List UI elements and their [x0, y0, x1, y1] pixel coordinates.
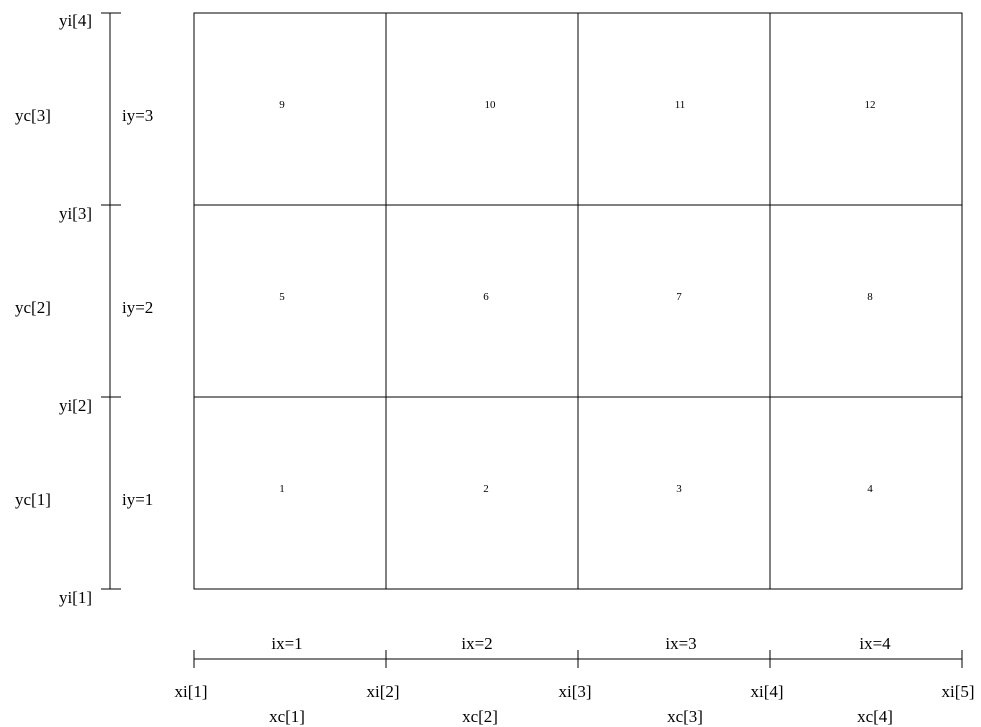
- y-interface-label: yi[3]: [59, 204, 92, 223]
- cell-number: 5: [279, 291, 285, 303]
- x-index-label: ix=3: [665, 634, 696, 653]
- y-center-label: yc[1]: [15, 490, 51, 509]
- y-interface-label: yi[1]: [59, 588, 92, 607]
- x-interface-label: xi[3]: [558, 682, 591, 701]
- x-interface-label: xi[1]: [174, 682, 207, 701]
- x-index-label: ix=4: [859, 634, 891, 653]
- cell-number: 11: [675, 99, 686, 111]
- x-center-label: xc[4]: [857, 707, 893, 726]
- cell-number: 3: [676, 483, 682, 495]
- cell-number: 1: [279, 483, 285, 495]
- cell-number: 6: [483, 291, 489, 303]
- x-index-label: ix=2: [461, 634, 492, 653]
- x-center-label: xc[3]: [667, 707, 703, 726]
- cell-number: 2: [483, 483, 489, 495]
- y-index-label: iy=1: [122, 490, 153, 509]
- y-index-label: iy=2: [122, 298, 153, 317]
- x-interface-label: xi[2]: [366, 682, 399, 701]
- cell-number: 12: [865, 99, 876, 111]
- x-center-label: xc[1]: [269, 707, 305, 726]
- y-interface-label: yi[2]: [59, 396, 92, 415]
- cell-number: 7: [676, 291, 682, 303]
- cell-number: 10: [485, 99, 497, 111]
- cell-number: 8: [867, 291, 873, 303]
- y-center-label: yc[2]: [15, 298, 51, 317]
- x-index-label: ix=1: [271, 634, 302, 653]
- y-interface-label: yi[4]: [59, 11, 92, 30]
- y-center-label: yc[3]: [15, 106, 51, 125]
- x-center-label: xc[2]: [462, 707, 498, 726]
- x-interface-label: xi[4]: [750, 682, 783, 701]
- x-interface-label: xi[5]: [941, 682, 974, 701]
- y-index-label: iy=3: [122, 106, 153, 125]
- cell-number: 9: [279, 99, 285, 111]
- cell-number: 4: [867, 483, 873, 495]
